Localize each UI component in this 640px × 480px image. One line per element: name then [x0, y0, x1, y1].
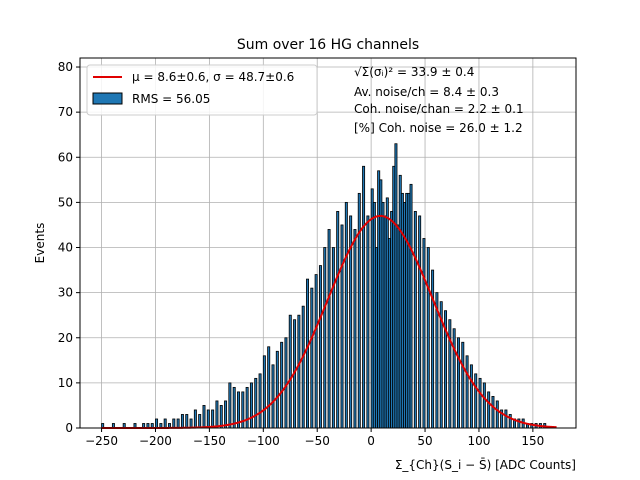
histogram-bar: [461, 341, 465, 429]
legend-rms-swatch: [92, 92, 123, 105]
histogram-bar: [284, 337, 288, 429]
histogram-bar: [362, 165, 366, 429]
legend-box: [86, 64, 318, 116]
histogram-bar: [340, 224, 344, 429]
histogram-bar: [228, 382, 232, 429]
legend: μ = 8.6±0.6, σ = 48.7±0.6 RMS = 56.05: [86, 64, 318, 116]
chart-title: Sum over 16 HG channels: [237, 37, 419, 53]
histogram-bar: [271, 364, 275, 429]
histogram-bar: [366, 215, 370, 429]
legend-rms-label: RMS = 56.05: [132, 92, 210, 106]
histogram-bar: [426, 247, 430, 429]
y-tick-label: 20: [58, 331, 73, 345]
histogram-bar: [465, 355, 469, 429]
annotation-coh-noise: Coh. noise/chan = 2.2 ± 0.1: [354, 102, 524, 116]
histogram-bar: [491, 396, 495, 429]
histogram-bar: [318, 265, 322, 429]
x-ticks: −250 −200 −150 −100 −50 0 50 100 150: [85, 428, 544, 448]
y-tick-label: 30: [58, 286, 73, 300]
histogram-bar: [249, 382, 253, 429]
y-ticks: 0 10 20 30 40 50 60 70 80: [58, 60, 80, 435]
histogram-bar: [215, 400, 219, 429]
histogram-bar: [327, 229, 331, 429]
histogram-bar: [172, 418, 176, 429]
histogram-bar: [232, 386, 236, 429]
histogram-bar: [314, 274, 318, 429]
histogram-bar: [323, 247, 327, 429]
histogram-bar: [336, 211, 340, 429]
y-tick-label: 70: [58, 105, 73, 119]
histogram-bar: [331, 247, 335, 429]
histogram-bar: [478, 377, 482, 429]
histogram-bar: [344, 201, 348, 429]
annotation-av-noise: Av. noise/ch = 8.4 ± 0.3: [354, 85, 499, 99]
y-tick-label: 0: [65, 421, 73, 435]
histogram-bar: [482, 382, 486, 429]
histogram-bar: [189, 418, 193, 429]
x-tick-label: −250: [85, 434, 118, 448]
histogram-bar: [206, 409, 210, 429]
histogram-bar: [198, 414, 202, 429]
y-tick-label: 10: [58, 376, 73, 390]
x-tick-label: −50: [305, 434, 330, 448]
annotations: √Σ(σᵢ)² = 33.9 ± 0.4 Av. noise/ch = 8.4 …: [354, 65, 524, 135]
histogram-bar: [267, 346, 271, 429]
x-tick-label: −100: [247, 434, 280, 448]
histogram-bar: [474, 373, 478, 429]
histogram-bar: [163, 418, 167, 429]
y-tick-label: 60: [58, 150, 73, 164]
histogram-bar: [280, 341, 284, 429]
histogram-bar: [508, 414, 512, 429]
histogram-bar: [180, 414, 184, 429]
histogram-bar: [254, 377, 258, 429]
histogram-bar: [418, 215, 422, 429]
y-axis-label: Events: [33, 223, 47, 264]
histogram-bar: [409, 183, 413, 429]
legend-fit-label: μ = 8.6±0.6, σ = 48.7±0.6: [132, 70, 294, 84]
x-tick-label: 100: [468, 434, 491, 448]
histogram-bar: [176, 418, 180, 429]
histogram-bar: [185, 414, 189, 429]
histogram-bar: [495, 400, 499, 429]
histogram-bar: [219, 405, 223, 429]
histogram-bar: [275, 350, 279, 429]
histogram-bar: [357, 192, 361, 429]
histogram-bar: [413, 211, 417, 429]
histogram-bar: [422, 238, 426, 429]
histogram-bar: [353, 229, 357, 429]
x-tick-label: 150: [521, 434, 544, 448]
x-tick-label: −150: [193, 434, 226, 448]
histogram-bar: [306, 278, 309, 429]
histogram-bar: [202, 405, 206, 429]
y-tick-label: 40: [58, 241, 73, 255]
histogram-bar: [241, 391, 245, 429]
histogram-bar: [452, 328, 456, 429]
histogram-bar: [288, 314, 292, 429]
histogram-bar: [211, 409, 215, 429]
histogram-bar: [224, 400, 228, 429]
histogram-bar: [258, 373, 262, 429]
x-tick-label: 50: [417, 434, 432, 448]
histogram-bar: [431, 269, 435, 429]
histogram-bar: [155, 418, 159, 429]
histogram-bar: [245, 386, 249, 429]
histogram-bar: [193, 409, 197, 429]
plot-frame: [79, 57, 577, 429]
histogram-bar: [297, 314, 301, 429]
histogram-bar: [504, 409, 508, 429]
histogram-bar: [262, 355, 266, 429]
histogram-bar: [310, 287, 314, 429]
histogram-bar: [301, 305, 305, 429]
x-axis-label: Σ_{Ch}(S_i − S̄) [ADC Counts]: [395, 458, 576, 472]
annotation-coh-noise-percent: [%] Coh. noise = 26.0 ± 1.2: [354, 121, 523, 135]
y-tick-label: 50: [58, 195, 73, 209]
x-tick-label: −200: [139, 434, 172, 448]
histogram-bar: [469, 364, 473, 429]
annotation-sqrt-sum-sigma: √Σ(σᵢ)² = 33.9 ± 0.4: [354, 65, 474, 79]
histogram-bar: [456, 337, 460, 429]
x-tick-label: 0: [367, 434, 375, 448]
y-tick-label: 80: [58, 60, 73, 74]
histogram-bar: [487, 391, 491, 429]
